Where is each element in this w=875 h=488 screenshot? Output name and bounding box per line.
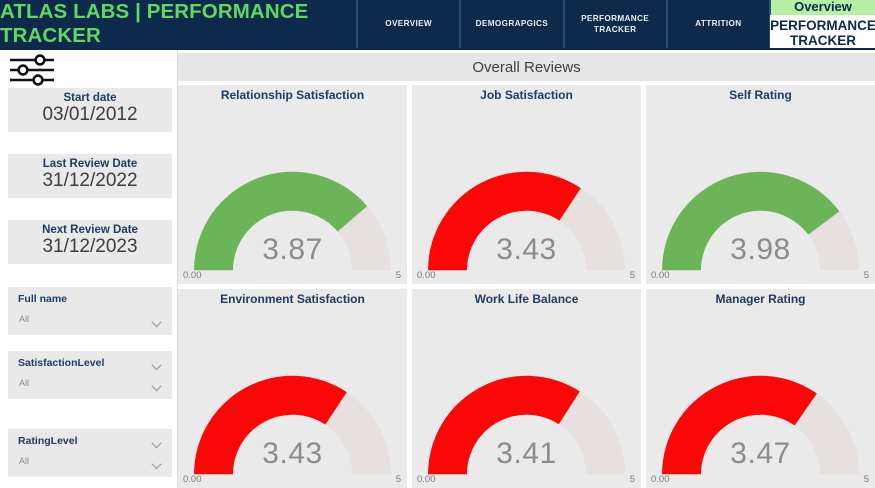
active-tab-main-label: PERFORMANCE TRACKER [770,14,875,48]
tab-active-performance-tracker[interactable]: Overview PERFORMANCE TRACKER [770,0,875,48]
slicer-value: All [19,456,30,466]
kpi-label: Start date [63,92,117,104]
slicer-rating-level[interactable]: RatingLevel All [8,429,172,477]
chevron-down-icon[interactable] [151,315,162,328]
gauge-visual: 3.87 0.00 5 [178,102,407,284]
chevron-down-icon-header[interactable] [151,358,162,371]
gauge-card-self-rating[interactable]: Self Rating 3.98 0.00 5 [646,85,875,284]
gauge-card-job-satisfaction[interactable]: Job Satisfaction 3.43 0.00 5 [412,85,641,284]
gauge-row-bottom: Environment Satisfaction 3.43 0.00 5 Wor… [178,289,875,488]
tab-performance-tracker[interactable]: PERFORMANCE TRACKER [565,0,668,48]
gauge-row-top: Relationship Satisfaction 3.87 0.00 5 Jo… [178,85,875,284]
gauge-visual: 3.43 0.00 5 [412,102,641,284]
chevron-down-icon-header[interactable] [151,436,162,449]
gauge-visual: 3.43 0.00 5 [178,306,407,488]
kpi-value: 31/12/2022 [42,170,138,192]
gauge-title: Manager Rating [715,292,806,306]
gauge-title: Job Satisfaction [480,88,573,102]
gauge-title: Relationship Satisfaction [220,88,365,102]
gauge-card-relationship-satisfaction[interactable]: Relationship Satisfaction 3.87 0.00 5 [178,85,407,284]
gauge-axis-min: 0.00 [183,474,202,485]
app-title: ATLAS LABS | PERFORMANCE TRACKER [0,0,358,48]
gauge-axis-min: 0.00 [651,474,670,485]
gauge-card-environment-satisfaction[interactable]: Environment Satisfaction 3.43 0.00 5 [178,289,407,488]
gauge-axis-max: 5 [395,474,401,485]
slicer-value: All [19,378,30,388]
chevron-down-icon[interactable] [151,457,162,470]
slicer-title: SatisfactionLevel [18,357,105,369]
app-body: Start date 03/01/2012 Last Review Date 3… [0,50,875,488]
main-panel: Overall Reviews Relationship Satisfactio… [178,50,875,488]
slicer-title: Full name [18,293,68,305]
gauge-axis-min: 0.00 [651,270,670,281]
kpi-card-last-review-date: Last Review Date 31/12/2022 [8,154,172,199]
gauge-axis-min: 0.00 [183,270,202,281]
app-header: ATLAS LABS | PERFORMANCE TRACKER OVERVIE… [0,0,875,50]
gauge-visual: 3.98 0.00 5 [646,102,875,284]
gauge-axis-max: 5 [395,270,401,281]
kpi-label: Last Review Date [42,158,138,170]
slicer-satisfaction-level[interactable]: SatisfactionLevel All [8,351,172,399]
filter-sidebar: Start date 03/01/2012 Last Review Date 3… [0,50,178,488]
kpi-label: Next Review Date [42,224,138,236]
gauge-card-work-life-balance[interactable]: Work Life Balance 3.41 0.00 5 [412,289,641,488]
gauge-axis-min: 0.00 [417,270,436,281]
section-title-overall-reviews: Overall Reviews [178,53,875,81]
gauge-card-manager-rating[interactable]: Manager Rating 3.47 0.00 5 [646,289,875,488]
kpi-value: 31/12/2023 [42,236,138,258]
gauge-visual: 3.47 0.00 5 [646,306,875,488]
gauge-axis-max: 5 [629,270,635,281]
tab-attrition[interactable]: ATTRITION [668,0,771,48]
gauge-axis-max: 5 [629,474,635,485]
chevron-down-icon[interactable] [151,379,162,392]
slicer-title: RatingLevel [18,435,78,447]
slicer-full-name[interactable]: Full name All [8,287,172,335]
slicer-value: All [19,314,30,324]
gauge-title: Environment Satisfaction [220,292,365,306]
gauge-axis-max: 5 [863,270,869,281]
gauge-title: Self Rating [729,88,792,102]
gauge-axis-max: 5 [863,474,869,485]
sliders-icon[interactable] [8,53,60,87]
gauge-visual: 3.41 0.00 5 [412,306,641,488]
active-tab-sub-label: Overview [794,0,852,14]
kpi-card-next-review-date: Next Review Date 31/12/2023 [8,220,172,265]
kpi-value: 03/01/2012 [42,104,138,126]
tab-overview[interactable]: OVERVIEW [358,0,462,48]
nav-tabs: OVERVIEW DEMOGRAPGICS PERFORMANCE TRACKE… [358,0,875,48]
gauge-grid: Relationship Satisfaction 3.87 0.00 5 Jo… [178,85,875,488]
tab-demographics[interactable]: DEMOGRAPGICS [461,0,565,48]
gauge-title: Work Life Balance [474,292,579,306]
kpi-card-start-date: Start date 03/01/2012 [8,88,172,133]
gauge-axis-min: 0.00 [417,474,436,485]
